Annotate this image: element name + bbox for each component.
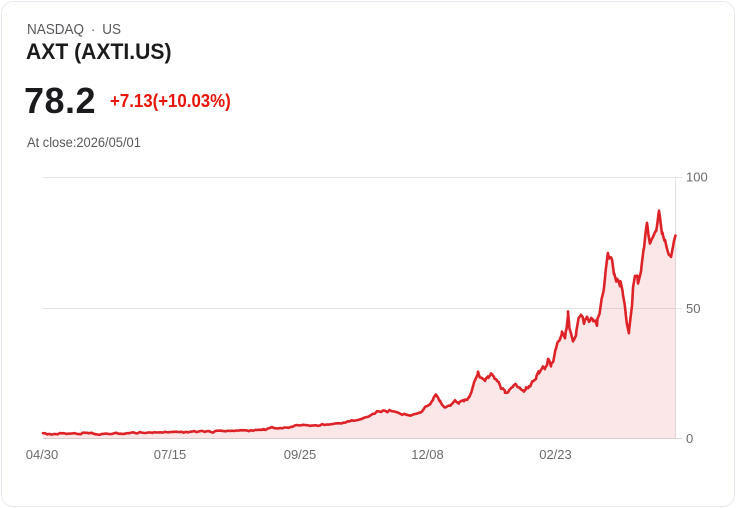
- svg-text:07/15: 07/15: [154, 447, 187, 462]
- svg-text:09/25: 09/25: [284, 447, 317, 462]
- svg-text:02/23: 02/23: [539, 447, 572, 462]
- svg-text:100: 100: [686, 170, 708, 185]
- svg-text:0: 0: [686, 431, 693, 446]
- svg-text:12/08: 12/08: [411, 447, 444, 462]
- svg-text:50: 50: [686, 301, 700, 316]
- svg-text:04/30: 04/30: [26, 447, 59, 462]
